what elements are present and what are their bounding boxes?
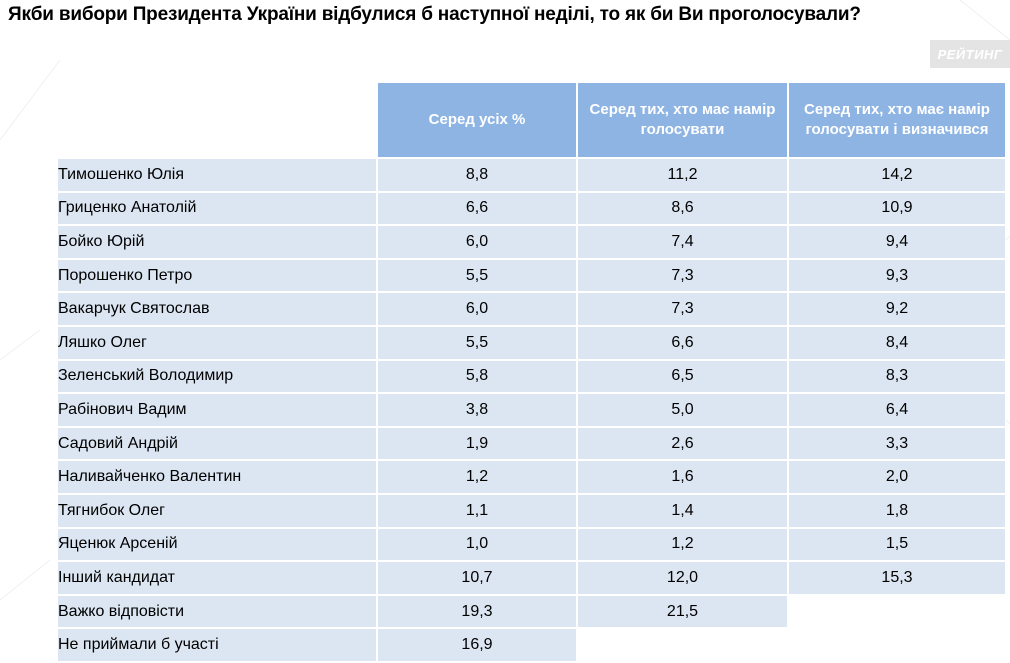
candidate-name: Гриценко Анатолій — [58, 192, 376, 225]
table-header-row: Серед усіх % Серед тих, хто має намір го… — [58, 83, 1005, 157]
value-cell: 8,4 — [789, 326, 1005, 359]
candidate-name: Не приймали б участі — [58, 629, 376, 661]
table-row: Садовий Андрій 1,9 2,6 3,3 — [58, 427, 1005, 460]
value-cell: 5,8 — [378, 360, 576, 393]
header-blank-cell — [58, 83, 376, 157]
value-cell: 6,0 — [378, 293, 576, 325]
candidate-name: Тимошенко Юлія — [58, 159, 376, 191]
value-cell: 6,6 — [578, 326, 787, 359]
value-cell: 1,6 — [578, 461, 787, 493]
table-row: Не приймали б участі 16,9 — [58, 629, 1005, 661]
value-cell: 19,3 — [378, 595, 576, 628]
candidate-name: Садовий Андрій — [58, 427, 376, 460]
table-row: Наливайченко Валентин 1,2 1,6 2,0 — [58, 461, 1005, 493]
value-cell: 1,1 — [378, 494, 576, 527]
candidate-name: Тягнибок Олег — [58, 494, 376, 527]
table-row: Вакарчук Святослав 6,0 7,3 9,2 — [58, 293, 1005, 325]
value-cell: 9,3 — [789, 259, 1005, 292]
candidate-name: Бойко Юрій — [58, 226, 376, 258]
candidate-name: Наливайченко Валентин — [58, 461, 376, 493]
value-cell: 1,5 — [789, 528, 1005, 561]
value-cell: 1,0 — [378, 528, 576, 561]
value-cell: 8,3 — [789, 360, 1005, 393]
candidate-name: Рабінович Вадим — [58, 394, 376, 426]
value-cell: 12,0 — [578, 562, 787, 594]
value-cell: 6,5 — [578, 360, 787, 393]
value-cell: 1,4 — [578, 494, 787, 527]
candidate-name: Вакарчук Святослав — [58, 293, 376, 325]
table-row: Яценюк Арсеній 1,0 1,2 1,5 — [58, 528, 1005, 561]
table-row: Важко відповісти 19,3 21,5 — [58, 595, 1005, 628]
value-cell: 21,5 — [578, 595, 787, 628]
empty-cell — [789, 629, 1005, 661]
table-row: Рабінович Вадим 3,8 5,0 6,4 — [58, 394, 1005, 426]
value-cell: 9,2 — [789, 293, 1005, 325]
results-table: Серед усіх % Серед тих, хто має намір го… — [56, 81, 1007, 663]
value-cell: 7,3 — [578, 293, 787, 325]
value-cell: 6,4 — [789, 394, 1005, 426]
value-cell: 8,6 — [578, 192, 787, 225]
value-cell: 3,8 — [378, 394, 576, 426]
value-cell: 6,6 — [378, 192, 576, 225]
table-row: Зеленський Володимир 5,8 6,5 8,3 — [58, 360, 1005, 393]
value-cell: 3,3 — [789, 427, 1005, 460]
table-row: Порошенко Петро 5,5 7,3 9,3 — [58, 259, 1005, 292]
value-cell: 8,8 — [378, 159, 576, 191]
table-row: Гриценко Анатолій 6,6 8,6 10,9 — [58, 192, 1005, 225]
page-title: Якби вибори Президента України відбулися… — [8, 4, 861, 25]
candidate-name: Ляшко Олег — [58, 326, 376, 359]
value-cell: 16,9 — [378, 629, 576, 661]
value-cell: 10,7 — [378, 562, 576, 594]
value-cell: 1,2 — [378, 461, 576, 493]
value-cell: 2,0 — [789, 461, 1005, 493]
value-cell: 11,2 — [578, 159, 787, 191]
value-cell: 5,0 — [578, 394, 787, 426]
candidate-name: Важко відповісти — [58, 595, 376, 628]
candidate-name: Яценюк Арсеній — [58, 528, 376, 561]
value-cell: 15,3 — [789, 562, 1005, 594]
column-header-all: Серед усіх % — [378, 83, 576, 157]
value-cell: 5,5 — [378, 259, 576, 292]
table-row: Тягнибок Олег 1,1 1,4 1,8 — [58, 494, 1005, 527]
value-cell: 5,5 — [378, 326, 576, 359]
table-row: Тимошенко Юлія 8,8 11,2 14,2 — [58, 159, 1005, 191]
value-cell: 6,0 — [378, 226, 576, 258]
value-cell: 1,2 — [578, 528, 787, 561]
table-body: Тимошенко Юлія 8,8 11,2 14,2 Гриценко Анатол… — [58, 159, 1005, 661]
value-cell: 1,9 — [378, 427, 576, 460]
candidate-name: Інший кандидат — [58, 562, 376, 594]
table-row: Бойко Юрій 6,0 7,4 9,4 — [58, 226, 1005, 258]
candidate-name: Зеленський Володимир — [58, 360, 376, 393]
table-row: Ляшко Олег 5,5 6,6 8,4 — [58, 326, 1005, 359]
rating-logo: РЕЙТИНГ — [930, 40, 1010, 68]
value-cell: 10,9 — [789, 192, 1005, 225]
column-header-intend-to-vote: Серед тих, хто має намір голосувати — [578, 83, 787, 157]
value-cell: 14,2 — [789, 159, 1005, 191]
value-cell: 7,3 — [578, 259, 787, 292]
column-header-decided: Серед тих, хто має намір голосувати і ви… — [789, 83, 1005, 157]
value-cell: 2,6 — [578, 427, 787, 460]
value-cell: 9,4 — [789, 226, 1005, 258]
table-row: Інший кандидат 10,7 12,0 15,3 — [58, 562, 1005, 594]
candidate-name: Порошенко Петро — [58, 259, 376, 292]
empty-cell — [789, 596, 1005, 628]
value-cell: 1,8 — [789, 494, 1005, 527]
empty-cell — [578, 629, 787, 661]
value-cell: 7,4 — [578, 226, 787, 258]
